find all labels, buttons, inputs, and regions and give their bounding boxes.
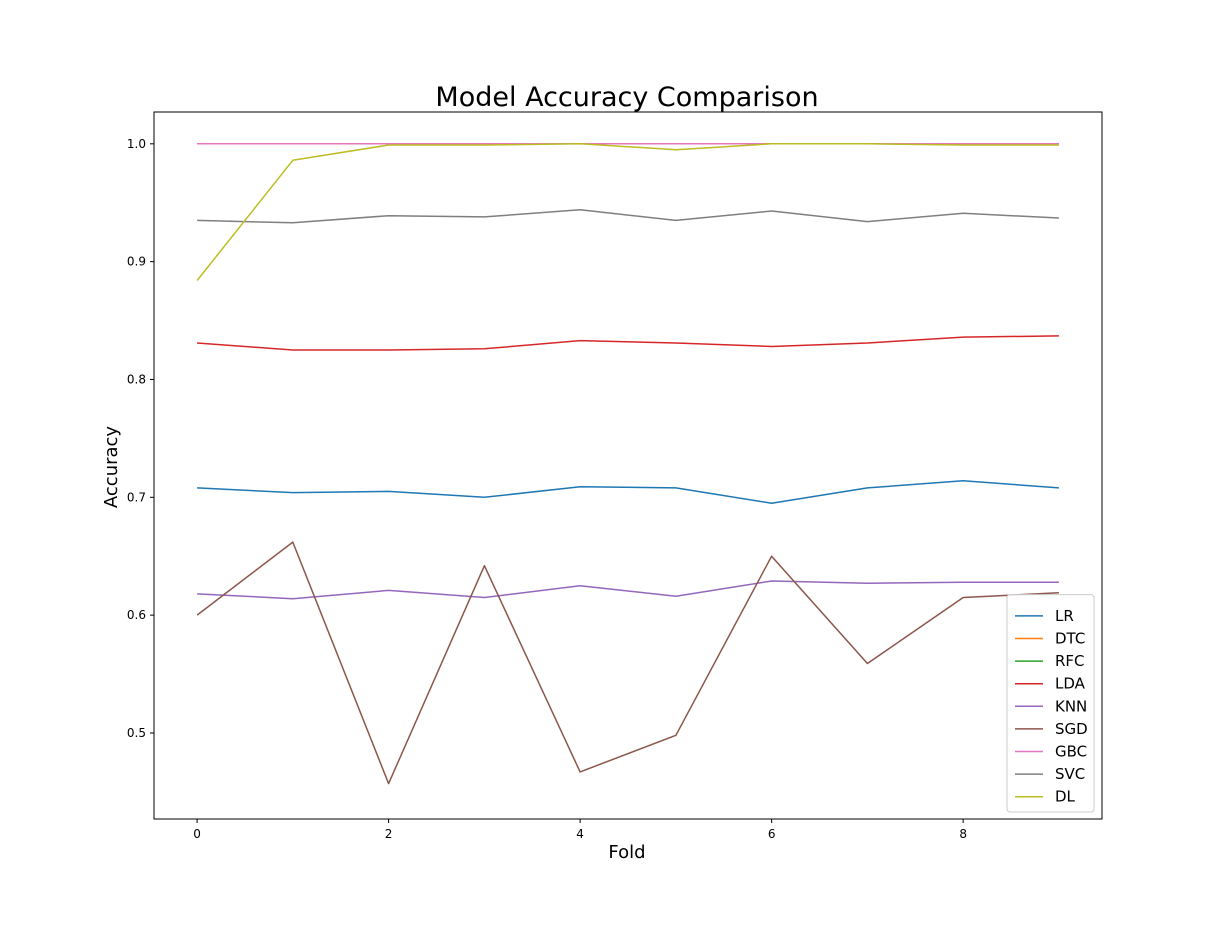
legend-label-sgd: SGD (1055, 720, 1088, 738)
legend-label-knn: KNN (1055, 697, 1087, 715)
y-tick-label: 0.6 (127, 608, 146, 622)
y-axis-title: Accuracy (101, 426, 122, 509)
legend-label-gbc: GBC (1055, 743, 1087, 761)
legend-box (1006, 594, 1095, 813)
x-tick-label: 0 (193, 827, 201, 841)
y-axis-ticks: 0.5 0.6 0.7 0.8 0.9 1.0 (127, 137, 154, 740)
y-tick-label: 0.7 (127, 490, 146, 504)
series-layer (196, 143, 1059, 785)
legend-label-dl: DL (1055, 788, 1076, 806)
series-line-svc (197, 209, 1059, 224)
x-tick-label: 8 (959, 827, 967, 841)
legend-label-dtc: DTC (1055, 630, 1085, 648)
y-tick-label: 0.5 (127, 726, 146, 740)
x-tick-label: 4 (576, 827, 584, 841)
plot-area-frame (153, 111, 1103, 820)
x-axis-title: Fold (608, 842, 645, 863)
series-line-dl (196, 143, 1059, 281)
series-line-knn (197, 580, 1059, 600)
x-tick-label: 6 (768, 827, 776, 841)
y-tick-label: 0.8 (127, 372, 146, 386)
legend-label-svc: SVC (1055, 765, 1085, 783)
x-tick-label: 2 (385, 827, 393, 841)
y-tick-label: 1.0 (127, 137, 146, 151)
legend-label-lr: LR (1055, 607, 1074, 625)
legend-label-lda: LDA (1055, 675, 1086, 693)
y-tick-label: 0.9 (127, 255, 146, 269)
x-axis-ticks: 0 2 4 6 8 (193, 819, 967, 841)
series-line-lr (197, 480, 1059, 504)
series-line-lda (197, 335, 1059, 351)
legend-label-rfc: RFC (1055, 652, 1085, 670)
legend: LR DTC RFC LDA KNN SGD GBC SVC DL (1006, 594, 1095, 813)
chart-title: Model Accuracy Comparison (435, 82, 818, 113)
series-line-sgd (196, 541, 1059, 785)
